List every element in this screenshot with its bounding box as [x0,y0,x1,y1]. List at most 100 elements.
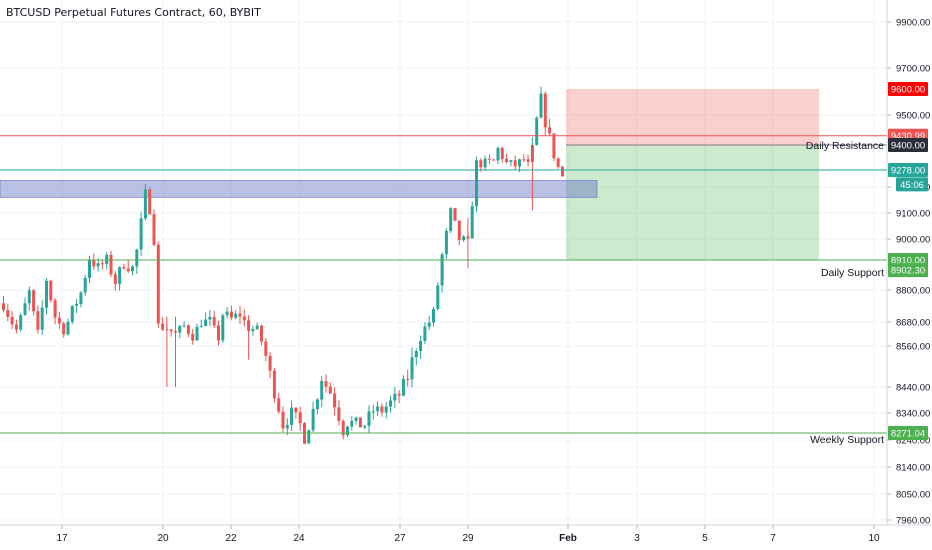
candle-body [423,326,427,341]
candle-body [354,417,358,422]
x-tick-label: 22 [225,533,237,544]
candle-body [19,315,23,330]
price-badge-text: 8902.30 [891,266,925,277]
candle-body [105,254,109,264]
candle-body [410,357,414,380]
candle-body [191,333,195,341]
candle-body [66,321,70,335]
candle-body [496,147,500,161]
candle-body [36,311,40,330]
grid-lines [0,0,887,525]
candle-body [483,158,487,168]
candle-body [10,316,14,325]
candle-body [397,393,401,396]
y-tick-label: 9700.00 [896,64,930,75]
candle-body [45,280,48,308]
level-label: Daily Support [821,267,884,279]
candle-body [122,267,126,269]
candle-body [432,309,435,323]
candle-body [169,329,173,332]
candle-body [118,267,122,285]
candle-body [242,316,246,321]
x-tick-label: 3 [634,533,640,544]
candle-body [518,159,521,167]
candle-body [298,412,302,424]
candle-body [561,166,564,177]
candle-body [363,425,367,428]
candle-body [251,329,255,332]
candle-body [479,160,483,168]
candle-body [346,426,349,436]
level-label: Daily Resistance [806,140,884,152]
candle-body [161,323,165,330]
candle-body [315,399,319,410]
candle-body [470,206,474,239]
candle-body [96,263,100,267]
candle-body [427,322,431,327]
horizontal-levels: Daily Resistance Daily Support Weekly Supp… [0,135,887,446]
candle-body [341,420,345,436]
candle-body [475,160,478,207]
price-badge [888,425,928,440]
candle-body [199,325,203,327]
x-tick-label: 27 [394,533,406,544]
candle-body [32,290,36,312]
x-tick-label: 17 [56,533,68,544]
time-axis[interactable]: 17 20 22 24 27 29 Feb 3 5 7 10 [56,525,880,544]
price-badge-text: 45:06 [900,180,924,191]
zone-target [566,145,819,260]
candle-body [2,303,5,310]
candle-body [492,159,496,161]
x-tick-label: 10 [868,533,880,544]
candle-body [100,263,104,265]
zone-stop [566,89,819,145]
candle-body [53,300,57,318]
candle-body [380,406,384,413]
candle-body [27,290,31,304]
y-tick-label: 8240.00 [896,436,930,447]
candle-body [324,381,328,387]
candle-body [277,398,281,412]
y-tick-label: 9000.00 [896,235,930,246]
candle-body [358,417,362,428]
candlestick-series [2,86,564,445]
candle-body [457,220,461,241]
x-tick-label: 29 [462,533,474,544]
candle-body [143,189,147,219]
candle-body [148,189,152,215]
candle-body [552,133,556,159]
candle-body [139,218,143,250]
candle-body [186,325,190,334]
candle-body [131,266,134,272]
candle-body [40,307,44,330]
candle-body [543,93,547,128]
candle-body [419,340,423,352]
candle-body [49,280,53,301]
candle-body [113,274,117,285]
y-tick-label: 7960.00 [896,516,930,527]
candle-body [212,316,216,326]
candle-body [156,244,160,324]
candle-body [255,325,259,330]
price-badge-text: 9600.00 [891,85,925,96]
y-tick-label: 8680.00 [896,318,930,329]
x-tick-label: Feb [559,533,577,544]
candle-body [333,393,337,408]
zone-supply [0,179,598,198]
y-tick-label: 8340.00 [896,409,930,420]
candle-body [217,325,220,341]
candle-body [182,325,186,327]
price-badge [896,177,928,192]
candle-body [393,393,397,401]
candle-body [79,292,83,305]
candle-body [367,411,371,426]
candle-body [285,424,289,429]
candle-body [92,259,96,267]
candle-body [281,411,285,429]
candle-body [126,268,130,272]
candle-body [414,351,418,358]
x-tick-label: 7 [770,533,776,544]
candle-body [109,254,113,275]
